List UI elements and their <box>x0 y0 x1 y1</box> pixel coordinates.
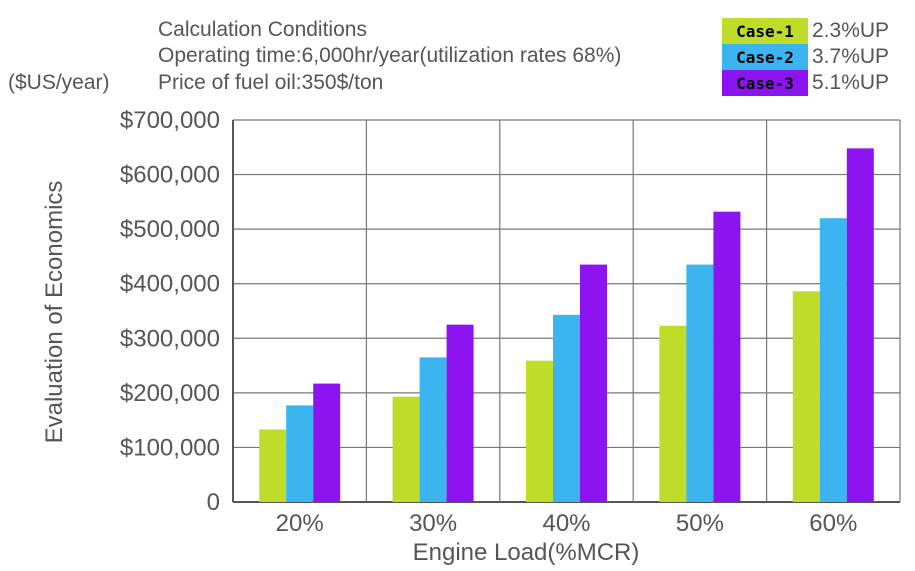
bar-case-3-40pct <box>580 264 607 502</box>
legend-series-note: 5.1%UP <box>812 71 889 94</box>
y-tick-label: $700,000 <box>120 107 220 134</box>
bar-case-1-50pct <box>659 325 687 502</box>
y-tick-label: $100,000 <box>120 434 220 461</box>
y-tick-label: $600,000 <box>120 162 220 189</box>
legend: Case-1 2.3%UP Case-2 3.7%UP Case-3 5.1%UP <box>722 18 889 96</box>
legend-swatch <box>722 70 808 96</box>
legend-swatch <box>722 44 808 70</box>
x-tick-label: 60% <box>809 510 857 537</box>
y-unit-label: ($US/year) <box>8 71 110 94</box>
legend-swatch <box>722 18 808 44</box>
conditions-block: Calculation Conditions Operating time:6,… <box>158 18 621 94</box>
bar-case-2-60pct <box>819 218 847 502</box>
y-tick-label: $300,000 <box>120 325 220 352</box>
x-tick-label: 50% <box>676 510 724 537</box>
bar-case-3-30pct <box>446 324 474 502</box>
y-axis-title: Evaluation of Economics <box>41 181 68 444</box>
bar-case-1-30pct <box>392 396 420 502</box>
legend-series-name: Case-3 <box>736 74 794 93</box>
x-tick-labels: 20% 30% 40% 50% 60% <box>276 510 858 537</box>
bar-case-2-50pct <box>686 264 714 502</box>
bar-case-3-50pct <box>713 211 741 502</box>
legend-series-name: Case-2 <box>736 48 794 67</box>
bars <box>259 148 874 502</box>
y-tick-label: $500,000 <box>120 216 220 243</box>
y-tick-labels: 0 $100,000 $200,000 $300,000 $400,000 $500,00… <box>120 107 220 516</box>
conditions-fuel-price: Price of fuel oil:350$/ton <box>158 71 383 94</box>
bar-case-3-20pct <box>313 383 341 502</box>
bar-case-2-40pct <box>553 314 580 502</box>
conditions-title: Calculation Conditions <box>158 18 367 41</box>
bar-case-1-20pct <box>259 429 287 502</box>
bar-case-2-20pct <box>286 405 314 502</box>
legend-series-note: 2.3%UP <box>812 19 889 42</box>
x-tick-label: 30% <box>409 510 457 537</box>
y-tick-label: $200,000 <box>120 380 220 407</box>
x-tick-label: 40% <box>542 510 590 537</box>
y-tick-label: 0 <box>207 489 220 516</box>
x-axis-title: Engine Load(%MCR) <box>413 539 640 566</box>
y-tick-label: $400,000 <box>120 271 220 298</box>
x-tick-label: 20% <box>276 510 324 537</box>
bar-case-3-60pct <box>846 148 874 502</box>
legend-series-name: Case-1 <box>736 22 794 41</box>
conditions-operating-time: Operating time:6,000hr/year(utilization … <box>158 44 621 67</box>
bar-case-1-60pct <box>792 291 820 502</box>
bar-case-2-30pct <box>419 357 447 502</box>
legend-series-note: 3.7%UP <box>812 45 889 68</box>
bar-case-1-40pct <box>526 360 553 502</box>
